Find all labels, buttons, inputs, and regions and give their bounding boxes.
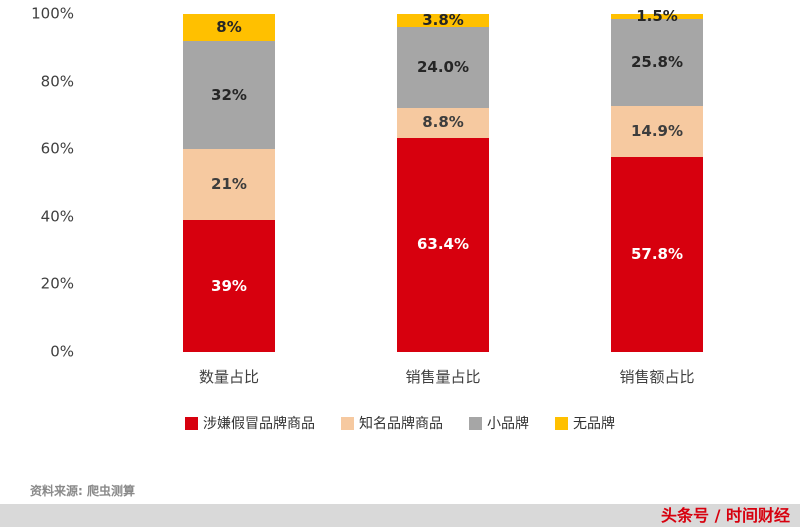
legend-label: 小品牌 <box>487 416 529 432</box>
legend-swatch-icon <box>341 416 354 430</box>
bar-segment-label: 3.8% <box>422 10 464 29</box>
category-label: 销售量占比 <box>405 368 481 386</box>
stacked-bar: 57.8% 14.9% 25.8% 1.5% <box>611 9 703 352</box>
legend-item: 知名品牌商品 <box>341 413 443 433</box>
bar-segment-label: 8% <box>216 18 242 37</box>
legend: 涉嫌假冒品牌商品 知名品牌商品 小品牌 无品牌 <box>0 413 800 433</box>
plot-area: 39% 21% 32% 8% 数量占比 63.4% 8.8% 24.0% 3.8% 销售量占比 57… <box>86 9 764 387</box>
y-tick-label: 0% <box>50 342 74 361</box>
bar-segment-label: 8.8% <box>422 113 464 132</box>
bar-segment: 8.8% <box>397 107 489 138</box>
legend-swatch-icon <box>469 416 482 430</box>
legend-label: 知名品牌商品 <box>359 416 443 432</box>
bar-column: 63.4% 8.8% 24.0% 3.8% 销售量占比 <box>336 10 550 387</box>
legend-item: 小品牌 <box>469 413 529 433</box>
source-note: 资料来源: 爬虫测算 <box>30 484 135 498</box>
bar-segment-label: 63.4% <box>416 235 470 254</box>
bar-segment: 24.0% <box>397 26 489 108</box>
bar-segment: 39% <box>183 220 275 352</box>
bar-column: 39% 21% 32% 8% 数量占比 <box>122 14 336 387</box>
bar-column: 57.8% 14.9% 25.8% 1.5% 销售额占比 <box>550 9 764 387</box>
y-tick-label: 60% <box>40 139 74 158</box>
stacked-bar: 39% 21% 32% 8% <box>183 14 275 352</box>
bar-segment: 14.9% <box>611 106 703 157</box>
y-axis: 0% 20% 40% 60% 80% 100% <box>26 6 86 359</box>
y-tick-label: 40% <box>40 207 74 226</box>
watermark-text: 头条号 / 时间财经 <box>661 505 790 525</box>
bar-segment: 1.5% <box>611 9 703 24</box>
bar-segment: 63.4% <box>397 137 489 352</box>
bar-segment-label: 57.8% <box>630 244 684 263</box>
bar-segment: 8% <box>183 14 275 42</box>
bar-segment: 3.8% <box>397 10 489 29</box>
bar-segment: 21% <box>183 149 275 221</box>
watermark-bar: 头条号 / 时间财经 <box>0 504 800 527</box>
legend-swatch-icon <box>555 416 568 430</box>
bar-segment-label: 14.9% <box>630 121 684 140</box>
bar-segment-label: 25.8% <box>630 53 684 72</box>
legend-swatch-icon <box>185 416 198 430</box>
stacked-bar-chart: 0% 20% 40% 60% 80% 100% 39% 21% 32% 8% 数量占比 63.4% 8… <box>26 6 764 387</box>
bar-segment: 32% <box>183 41 275 150</box>
legend-label: 涉嫌假冒品牌商品 <box>203 416 315 432</box>
bar-segment-label: 1.5% <box>636 7 678 26</box>
y-tick-label: 20% <box>40 274 74 293</box>
bar-segment-label: 21% <box>211 175 247 194</box>
bar-segment-label: 32% <box>211 85 247 104</box>
stacked-bar: 63.4% 8.8% 24.0% 3.8% <box>397 10 489 352</box>
category-label: 销售额占比 <box>619 368 695 386</box>
bar-segment: 57.8% <box>611 156 703 352</box>
bar-segment-label: 39% <box>211 276 247 295</box>
y-tick-label: 100% <box>31 4 74 23</box>
y-tick-label: 80% <box>40 72 74 91</box>
bar-segment: 25.8% <box>611 19 703 107</box>
bar-segment-label: 24.0% <box>416 57 470 76</box>
legend-label: 无品牌 <box>573 416 615 432</box>
legend-item: 无品牌 <box>555 413 615 433</box>
legend-item: 涉嫌假冒品牌商品 <box>185 413 315 433</box>
category-label: 数量占比 <box>198 368 259 386</box>
